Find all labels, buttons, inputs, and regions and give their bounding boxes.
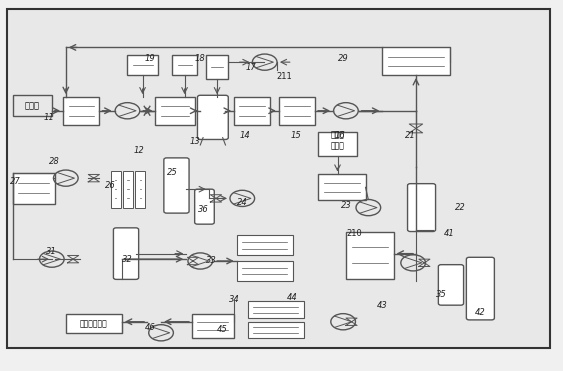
Text: 45: 45 [217, 325, 228, 334]
Text: 36: 36 [198, 205, 208, 214]
FancyBboxPatch shape [195, 189, 215, 224]
FancyBboxPatch shape [234, 97, 270, 125]
FancyBboxPatch shape [236, 261, 293, 281]
FancyBboxPatch shape [7, 9, 551, 348]
FancyBboxPatch shape [135, 171, 145, 208]
Text: 18: 18 [195, 54, 205, 63]
FancyBboxPatch shape [466, 257, 494, 320]
Text: 27: 27 [10, 177, 21, 186]
Text: 29: 29 [338, 54, 348, 63]
FancyBboxPatch shape [236, 235, 293, 256]
FancyBboxPatch shape [123, 171, 133, 208]
Text: 22: 22 [455, 203, 466, 212]
FancyBboxPatch shape [12, 95, 52, 115]
Text: 34: 34 [229, 295, 239, 304]
Text: 28: 28 [49, 157, 60, 166]
Text: 15: 15 [290, 131, 301, 140]
Text: 14: 14 [240, 131, 251, 140]
Text: 210: 210 [346, 229, 362, 238]
Text: 32: 32 [122, 255, 133, 264]
Text: 12: 12 [133, 146, 144, 155]
Text: 13: 13 [189, 137, 200, 146]
Text: 矿井水: 矿井水 [25, 101, 40, 110]
Text: 16: 16 [335, 131, 346, 140]
FancyBboxPatch shape [279, 97, 315, 125]
FancyBboxPatch shape [206, 55, 228, 79]
FancyBboxPatch shape [382, 47, 450, 75]
Text: 43: 43 [377, 301, 388, 310]
FancyBboxPatch shape [12, 173, 55, 204]
Text: 24: 24 [237, 198, 248, 207]
Text: 循环水用水点: 循环水用水点 [80, 319, 108, 328]
Text: 纳滤浓
水回流: 纳滤浓 水回流 [330, 131, 345, 150]
FancyBboxPatch shape [113, 228, 138, 279]
FancyBboxPatch shape [164, 158, 189, 213]
Text: 19: 19 [145, 54, 155, 63]
Text: 21: 21 [405, 131, 415, 140]
Text: 44: 44 [287, 293, 298, 302]
FancyBboxPatch shape [248, 322, 304, 338]
FancyBboxPatch shape [318, 174, 365, 200]
Text: 23: 23 [341, 201, 351, 210]
FancyBboxPatch shape [346, 232, 394, 279]
FancyBboxPatch shape [172, 55, 198, 75]
Text: 41: 41 [444, 229, 455, 238]
FancyBboxPatch shape [127, 55, 158, 75]
Text: 26: 26 [105, 181, 116, 190]
Text: 25: 25 [167, 168, 178, 177]
Text: 211: 211 [276, 72, 292, 81]
Text: 17: 17 [245, 63, 256, 72]
FancyBboxPatch shape [248, 302, 304, 318]
FancyBboxPatch shape [66, 314, 122, 333]
FancyBboxPatch shape [439, 265, 463, 305]
FancyBboxPatch shape [318, 132, 357, 156]
Text: 42: 42 [475, 308, 486, 317]
FancyBboxPatch shape [155, 97, 195, 125]
Text: 46: 46 [145, 323, 155, 332]
FancyBboxPatch shape [111, 171, 120, 208]
Text: 33: 33 [206, 256, 217, 266]
Text: 35: 35 [436, 290, 446, 299]
Text: 31: 31 [46, 247, 57, 256]
FancyBboxPatch shape [408, 184, 436, 232]
FancyBboxPatch shape [192, 314, 234, 338]
Text: 11: 11 [44, 113, 55, 122]
FancyBboxPatch shape [63, 97, 100, 125]
FancyBboxPatch shape [198, 95, 228, 139]
